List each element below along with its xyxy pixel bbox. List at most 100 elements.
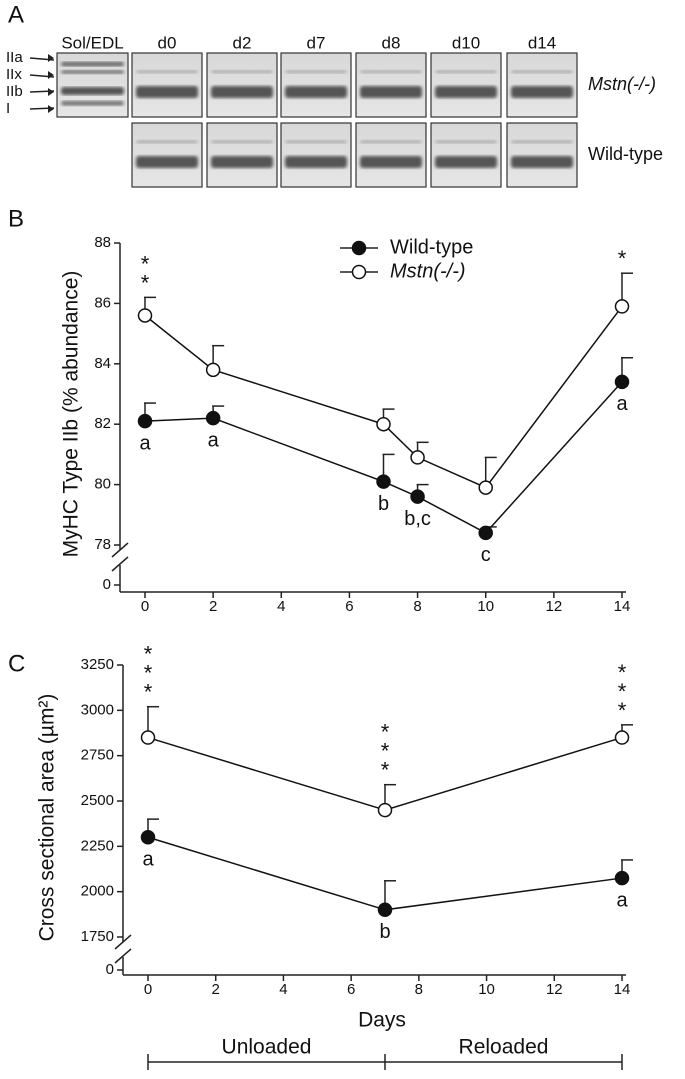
point-label: c bbox=[481, 544, 491, 566]
x-axis-label: Days bbox=[358, 1009, 406, 1032]
data-point bbox=[376, 474, 391, 489]
y-tick-label: 78 bbox=[94, 536, 111, 553]
significance-stars: *** bbox=[136, 642, 161, 699]
gel-band bbox=[360, 156, 422, 168]
data-point bbox=[377, 802, 393, 818]
phase-label: Reloaded bbox=[459, 1036, 549, 1059]
gel-band bbox=[511, 140, 573, 144]
lane-label: d10 bbox=[452, 33, 480, 52]
panel-letter: B bbox=[8, 205, 24, 232]
x-tick-label: 0 bbox=[144, 981, 152, 998]
x-tick-label: 4 bbox=[277, 598, 285, 615]
gel-image bbox=[131, 122, 203, 188]
data-point bbox=[614, 730, 630, 745]
x-tick-label: 14 bbox=[614, 981, 631, 998]
gel-image bbox=[131, 52, 203, 118]
row-label: Wild-type bbox=[588, 144, 663, 164]
gel-band bbox=[211, 86, 273, 98]
gel-image bbox=[280, 122, 352, 188]
gel-image bbox=[280, 52, 352, 118]
y-tick-label: 86 bbox=[94, 294, 111, 311]
gel-band bbox=[211, 70, 273, 74]
x-tick-label: 8 bbox=[415, 981, 423, 998]
data-point bbox=[377, 902, 393, 918]
gel-image bbox=[206, 122, 278, 188]
data-point bbox=[205, 410, 221, 426]
legend-marker bbox=[351, 264, 367, 280]
gel-band bbox=[511, 156, 573, 168]
legend-label: Mstn(-/-) bbox=[390, 260, 466, 282]
gel-band bbox=[360, 86, 422, 98]
row-label: Mstn(-/-) bbox=[588, 74, 656, 94]
panel-letter: A bbox=[8, 1, 24, 28]
x-tick-label: 8 bbox=[413, 598, 421, 615]
axis-break bbox=[114, 948, 132, 964]
y-tick-label: 2750 bbox=[81, 747, 114, 764]
x-tick-label: 12 bbox=[546, 981, 563, 998]
legend-label: Wild-type bbox=[390, 236, 473, 258]
x-tick-label: 2 bbox=[209, 598, 217, 615]
gel-band bbox=[61, 87, 124, 95]
x-tick-label: 6 bbox=[345, 598, 353, 615]
significance-stars: *** bbox=[610, 660, 635, 717]
y-tick-label: 1750 bbox=[81, 928, 114, 945]
data-point bbox=[478, 525, 493, 541]
gel-band bbox=[136, 86, 198, 98]
gel-band bbox=[61, 100, 124, 106]
lane-label: d2 bbox=[233, 33, 252, 52]
x-tick-label: 12 bbox=[546, 598, 563, 615]
gel-image bbox=[430, 52, 502, 118]
gel-band bbox=[285, 86, 347, 98]
data-point bbox=[614, 374, 630, 390]
x-tick-label: 10 bbox=[478, 981, 495, 998]
panel-letter: C bbox=[8, 650, 25, 677]
arrow-head bbox=[48, 71, 54, 79]
y-tick-label: 0 bbox=[103, 576, 111, 593]
y-tick-label: 2000 bbox=[81, 883, 114, 900]
data-point bbox=[137, 413, 153, 429]
gel-band bbox=[360, 70, 422, 74]
point-label: a bbox=[139, 432, 151, 454]
gel-image bbox=[355, 122, 427, 188]
x-tick-label: 4 bbox=[279, 981, 287, 998]
legend-marker bbox=[351, 240, 367, 256]
gel-band bbox=[285, 140, 347, 144]
y-axis-label: Cross sectional area (µm²) bbox=[36, 694, 59, 942]
gel-band bbox=[285, 70, 347, 74]
data-point bbox=[376, 416, 391, 432]
data-point bbox=[140, 730, 156, 745]
gel-band bbox=[285, 156, 347, 168]
band-label: IIb bbox=[6, 83, 23, 100]
data-point bbox=[140, 830, 156, 845]
phase-label: Unloaded bbox=[222, 1036, 312, 1059]
gel-band bbox=[61, 61, 124, 67]
point-label: b bbox=[378, 493, 389, 515]
gel-band bbox=[435, 70, 497, 74]
x-tick-label: 6 bbox=[347, 981, 355, 998]
gel-image bbox=[206, 52, 278, 118]
x-tick-label: 0 bbox=[141, 598, 149, 615]
gel-band bbox=[511, 86, 573, 98]
point-label: a bbox=[142, 849, 154, 871]
lane-label: d8 bbox=[382, 33, 401, 52]
gel-band bbox=[511, 70, 573, 74]
band-label: IIx bbox=[6, 66, 22, 83]
lane-label: d0 bbox=[158, 33, 177, 52]
gel-band bbox=[435, 140, 497, 144]
y-tick-label: 2500 bbox=[81, 792, 114, 809]
axis-break bbox=[114, 934, 132, 950]
gel-image bbox=[430, 122, 502, 188]
point-label: a bbox=[208, 429, 220, 451]
series-line bbox=[144, 305, 623, 489]
data-point bbox=[205, 362, 221, 378]
y-tick-label: 84 bbox=[94, 355, 111, 372]
gel-band bbox=[435, 156, 497, 168]
x-tick-label: 10 bbox=[477, 598, 494, 615]
gel-image bbox=[355, 52, 427, 118]
point-label: a bbox=[616, 393, 628, 415]
point-label: a bbox=[616, 889, 628, 911]
y-tick-label: 80 bbox=[94, 476, 111, 493]
y-tick-label: 88 bbox=[94, 234, 111, 251]
y-tick-label: 3000 bbox=[81, 701, 114, 718]
